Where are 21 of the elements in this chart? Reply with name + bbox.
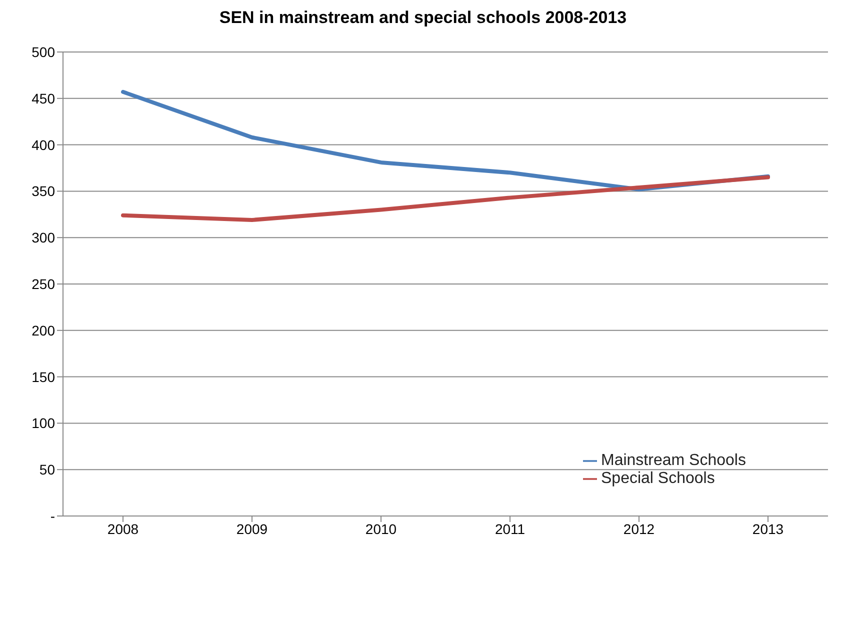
x-tick-label: 2013 (752, 520, 784, 537)
y-tick-label: 100 (32, 415, 56, 432)
legend-label: Special Schools (601, 470, 715, 487)
chart-title: SEN in mainstream and special schools 2008-2013 (218, 8, 628, 28)
x-tick-label: 2008 (107, 520, 139, 537)
x-tick-label: 2010 (365, 520, 397, 537)
y-tick-label: 300 (32, 230, 56, 246)
y-tick-label: 150 (32, 368, 56, 385)
y-tick-label: - (50, 508, 56, 524)
y-tick-label: 50 (39, 462, 56, 478)
y-tick-label: 200 (32, 322, 56, 338)
y-tick-label: 500 (32, 44, 56, 60)
x-tick-label: 2011 (494, 520, 526, 537)
y-tick-label: 250 (32, 276, 56, 292)
y-tick-label: 450 (32, 90, 56, 106)
y-tick-label: 400 (32, 136, 56, 153)
x-tick-label: 2009 (236, 520, 268, 537)
x-tick-label: 2012 (623, 520, 655, 537)
y-tick-label: 350 (32, 183, 56, 200)
legend-label: Mainstream Schools (601, 452, 746, 469)
line-series (121, 175, 770, 222)
